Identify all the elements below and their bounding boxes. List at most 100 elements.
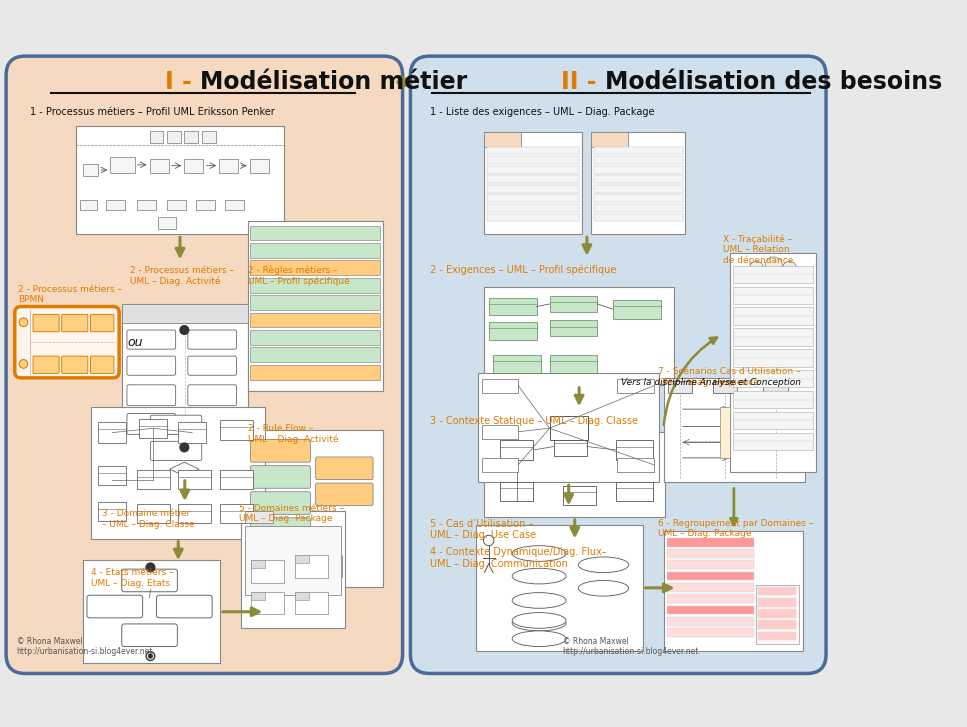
- Text: 4 - Contexte Dynamique/Diag. Flux–
UML – Diag. Communication: 4 - Contexte Dynamique/Diag. Flux– UML –…: [429, 547, 606, 569]
- Text: X - Traçabilité –
UML – Relation
de dépendance: X - Traçabilité – UML – Relation de dépe…: [723, 234, 794, 265]
- FancyBboxPatch shape: [91, 356, 114, 374]
- Bar: [75, 126, 284, 234]
- Bar: [594, 185, 683, 193]
- Bar: [733, 329, 813, 345]
- Text: 4 - Etats métiers –
UML – Diag. Etats: 4 - Etats métiers – UML – Diag. Etats: [91, 569, 174, 587]
- Bar: [251, 592, 284, 614]
- Bar: [617, 458, 654, 472]
- FancyBboxPatch shape: [188, 385, 237, 406]
- FancyBboxPatch shape: [127, 414, 176, 434]
- Bar: [758, 609, 797, 618]
- Bar: [202, 131, 216, 143]
- FancyBboxPatch shape: [250, 466, 310, 489]
- Text: Modélisation métier: Modélisation métier: [200, 71, 467, 95]
- FancyBboxPatch shape: [250, 440, 310, 462]
- Bar: [250, 295, 380, 310]
- FancyBboxPatch shape: [122, 624, 177, 646]
- Bar: [549, 356, 598, 373]
- Bar: [136, 200, 156, 210]
- Bar: [110, 157, 134, 172]
- Bar: [617, 482, 653, 502]
- Circle shape: [180, 326, 189, 334]
- Text: ou: ou: [128, 336, 143, 349]
- Bar: [755, 585, 799, 644]
- Bar: [733, 265, 813, 283]
- Text: Vers la discipline Analyse et Conception: Vers la discipline Analyse et Conception: [621, 378, 801, 387]
- Bar: [554, 437, 587, 456]
- Bar: [122, 304, 248, 478]
- Bar: [563, 486, 596, 505]
- Text: 5 - Cas d’Utilisation –
UML – Diag. Use Case: 5 - Cas d’Utilisation – UML – Diag. Use …: [429, 518, 536, 540]
- Bar: [487, 166, 579, 174]
- Bar: [667, 595, 754, 603]
- Bar: [249, 158, 269, 172]
- FancyBboxPatch shape: [315, 457, 373, 480]
- Bar: [549, 321, 598, 336]
- FancyBboxPatch shape: [250, 491, 310, 515]
- Bar: [99, 422, 126, 443]
- Bar: [500, 441, 533, 459]
- Text: II -: II -: [562, 71, 605, 95]
- Ellipse shape: [513, 569, 566, 584]
- Bar: [487, 185, 579, 193]
- Bar: [484, 287, 674, 385]
- Bar: [99, 466, 126, 485]
- Bar: [185, 131, 198, 143]
- Bar: [488, 322, 537, 340]
- Bar: [500, 482, 533, 502]
- FancyBboxPatch shape: [15, 307, 119, 378]
- Bar: [667, 571, 754, 580]
- Bar: [91, 406, 265, 539]
- Circle shape: [765, 257, 782, 274]
- Bar: [479, 374, 659, 482]
- Bar: [82, 164, 99, 176]
- Bar: [250, 330, 380, 345]
- Text: 2 - Processus métiers –
BPMN: 2 - Processus métiers – BPMN: [18, 284, 122, 304]
- Bar: [295, 592, 328, 614]
- Bar: [549, 296, 598, 312]
- FancyBboxPatch shape: [127, 330, 176, 349]
- Text: 2 - Règles métiers –
UML – Profil spécifique: 2 - Règles métiers – UML – Profil spécif…: [248, 265, 349, 286]
- Text: I -: I -: [165, 71, 200, 95]
- Bar: [178, 422, 206, 443]
- Ellipse shape: [513, 546, 566, 561]
- Text: 3 - Domaine métier
– UML – Diag. Classe: 3 - Domaine métier – UML – Diag. Classe: [102, 509, 194, 529]
- Text: 7 - Scénarios Cas d’Utilisation –
UML – Diag. Séquence: 7 - Scénarios Cas d’Utilisation – UML – …: [659, 367, 801, 387]
- FancyBboxPatch shape: [151, 415, 202, 434]
- Bar: [488, 298, 537, 316]
- FancyBboxPatch shape: [91, 314, 114, 332]
- FancyBboxPatch shape: [62, 314, 88, 332]
- Bar: [733, 286, 813, 304]
- FancyBboxPatch shape: [285, 555, 342, 578]
- Bar: [487, 194, 579, 202]
- Bar: [487, 156, 579, 164]
- Bar: [178, 504, 212, 523]
- Bar: [246, 511, 273, 523]
- Bar: [668, 382, 692, 393]
- Bar: [476, 525, 643, 651]
- Bar: [664, 531, 804, 651]
- Bar: [758, 587, 797, 595]
- Bar: [250, 225, 380, 241]
- Bar: [150, 131, 163, 143]
- Bar: [667, 617, 754, 626]
- Text: © Rhona Maxwel
http://urbanisation-si.blog4ever.net: © Rhona Maxwel http://urbanisation-si.bl…: [16, 637, 153, 656]
- Bar: [295, 555, 328, 578]
- FancyBboxPatch shape: [122, 569, 177, 592]
- Bar: [667, 606, 754, 614]
- Text: 2 - Rule Flow –
UML – Diag. Activité: 2 - Rule Flow – UML – Diag. Activité: [248, 424, 338, 444]
- Bar: [99, 502, 126, 521]
- FancyBboxPatch shape: [188, 356, 237, 375]
- FancyBboxPatch shape: [157, 595, 212, 618]
- Bar: [733, 370, 813, 387]
- Bar: [487, 214, 579, 221]
- Bar: [613, 300, 660, 318]
- Bar: [482, 425, 518, 438]
- Bar: [720, 407, 730, 458]
- Bar: [667, 583, 754, 592]
- Bar: [733, 433, 813, 450]
- Bar: [487, 175, 579, 183]
- FancyBboxPatch shape: [315, 483, 373, 506]
- Text: 2 - Processus métiers –
UML – Diag. Activité: 2 - Processus métiers – UML – Diag. Acti…: [130, 265, 234, 286]
- FancyBboxPatch shape: [33, 356, 59, 374]
